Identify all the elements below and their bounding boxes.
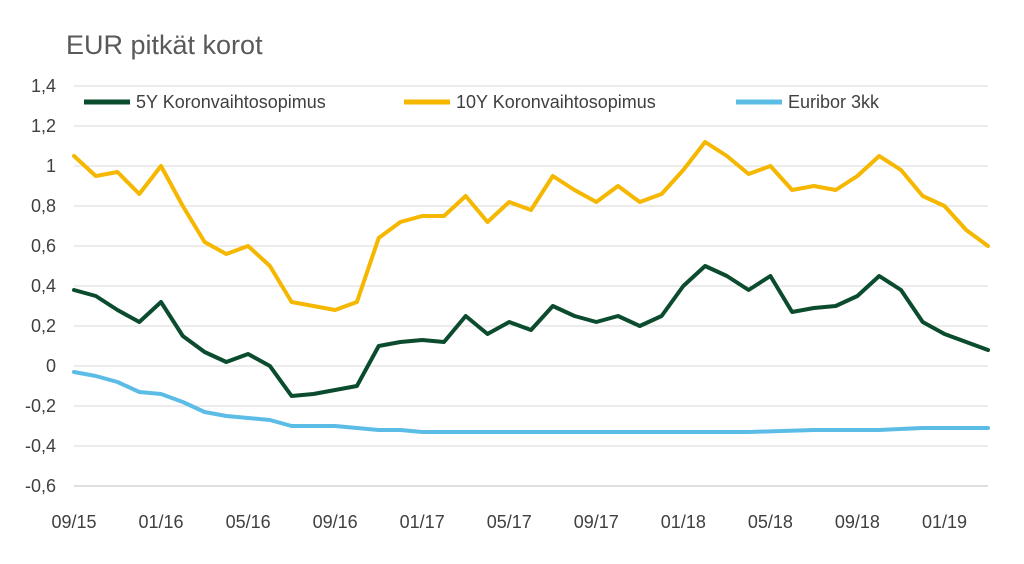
chart-title: EUR pitkät korot <box>66 30 263 60</box>
y-tick-label: 0,4 <box>31 276 56 296</box>
y-tick-label: 1 <box>46 156 56 176</box>
x-tick-label: 01/17 <box>400 512 445 532</box>
y-tick-label: -0,6 <box>25 476 56 496</box>
y-tick-label: 0,2 <box>31 316 56 336</box>
series-line <box>72 140 990 312</box>
x-tick-label: 01/19 <box>922 512 967 532</box>
y-tick-label: 0,8 <box>31 196 56 216</box>
legend-label: 5Y Koronvaihtosopimus <box>136 92 326 112</box>
series-line <box>72 264 990 398</box>
x-tick-label: 09/16 <box>313 512 358 532</box>
x-tick-label: 05/16 <box>226 512 271 532</box>
x-tick-label: 09/17 <box>574 512 619 532</box>
y-tick-label: 0,6 <box>31 236 56 256</box>
y-tick-label: -0,4 <box>25 436 56 456</box>
x-tick-label: 01/18 <box>661 512 706 532</box>
x-tick-label: 05/18 <box>748 512 793 532</box>
series-line <box>72 370 990 434</box>
y-tick-label: 0 <box>46 356 56 376</box>
legend-label: Euribor 3kk <box>788 92 880 112</box>
y-tick-label: 1,2 <box>31 116 56 136</box>
legend-label: 10Y Koronvaihtosopimus <box>456 92 656 112</box>
x-tick-label: 09/15 <box>51 512 96 532</box>
y-tick-label: 1,4 <box>31 76 56 96</box>
y-tick-label: -0,2 <box>25 396 56 416</box>
x-tick-label: 05/17 <box>487 512 532 532</box>
x-tick-label: 09/18 <box>835 512 880 532</box>
x-tick-label: 01/16 <box>139 512 184 532</box>
